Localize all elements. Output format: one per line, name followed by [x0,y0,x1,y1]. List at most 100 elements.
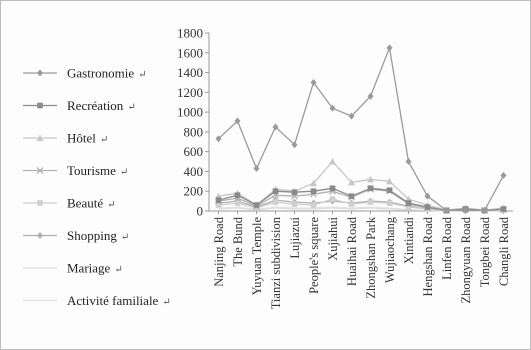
data-point-gastronomie [405,158,412,166]
y-tick-label: 200 [184,184,204,199]
data-point-gastronomie [291,141,298,149]
legend-item-beaute: Beauté ↵ [23,196,115,211]
x-tick-label-zhongshan-park: Zhongshan Park [364,216,378,298]
series-line-gastronomie [218,47,505,212]
data-point-beaute [310,202,317,208]
data-point-hotel [329,158,336,165]
y-axis: 0 200 400 600 800 1000 1200 1400 1600 1800 [177,26,210,219]
data-point-beaute [386,200,393,206]
y-tick-label: 1600 [177,45,203,60]
data-point-recreation [291,189,298,196]
y-tick-label: 400 [184,164,204,179]
data-point-beaute [272,199,279,205]
series-line-recreation [218,187,504,212]
y-tick-label: 600 [184,144,204,159]
legend-swatch-marker [36,167,44,174]
legend: Gastronomie ↵Recréation ↵Hôtel ↵Tourisme ↵Be… [23,66,171,308]
plot-area [215,44,507,215]
data-point-recreation [234,192,241,198]
legend-label-tourisme: Tourisme [67,163,116,178]
legend-return-mark: ↵ [127,102,135,113]
data-point-gastronomie [462,207,469,215]
x-tick-label-people-s-square: People's square [307,217,321,294]
data-point-beaute [291,201,298,207]
y-tick-label: 1800 [177,26,203,41]
data-point-recreation [405,200,412,206]
data-point-recreation [310,188,317,195]
data-point-recreation [386,187,393,194]
data-point-gastronomie [443,207,450,215]
data-point-gastronomie [329,104,336,112]
data-point-recreation [215,197,222,203]
x-tick-label-yuyuan-temple: Yuyuan Temple [250,217,264,296]
data-point-gastronomie [253,164,260,172]
y-tick-label: 800 [184,124,204,139]
legend-return-mark: ↵ [100,135,108,146]
y-tick-label: 1200 [177,85,203,100]
x-tick-label-huaihai-road: Huaihai Road [345,216,359,286]
data-point-gastronomie [424,192,431,200]
legend-item-shopping: Shopping ↵ [23,228,129,243]
legend-label-gastronomie: Gastronomie [67,66,134,81]
legend-return-mark: ↵ [162,297,170,308]
x-tick-label-xintiandi: Xintiandi [402,216,416,264]
x-tick-label-tianzi-subdivision: Tianzi subdivision [269,216,283,309]
x-tick-label-tongbei-road: Tongbei Road [478,216,492,287]
legend-swatch-marker [37,200,43,206]
x-tick-label-the-bund: The Bund [231,216,245,266]
x-tick-label-linfen-road: Linfen Road [440,216,454,280]
legend-item-gastronomie: Gastronomie ↵ [23,66,147,81]
data-point-gastronomie [348,112,355,120]
legend-label-shopping: Shopping [67,228,117,243]
data-point-gastronomie [215,135,222,143]
series-gastronomie [215,44,507,215]
series-line-hotel [218,160,504,211]
series-recreation [215,185,507,214]
legend-swatch-marker [37,69,43,77]
legend-return-mark: ↵ [114,265,122,276]
data-point-beaute [234,200,241,206]
data-point-recreation [329,185,336,192]
data-point-recreation [348,193,355,199]
legend-return-mark: ↵ [120,167,128,178]
legend-item-hotel: Hôtel ↵ [23,131,108,146]
legend-swatch-marker [37,102,43,109]
data-point-gastronomie [310,78,317,86]
data-point-gastronomie [481,207,488,215]
x-tick-label-nanjing-road: Nanjing Road [212,216,226,287]
data-point-hotel [386,177,393,185]
legend-label-hotel: Hôtel [67,131,96,146]
x-tick-label-lujiazui: Lujiazui [288,216,302,258]
y-tick-label: 1400 [177,65,203,80]
data-point-hotel [348,178,355,186]
data-point-recreation [272,188,279,195]
data-point-hotel [310,179,317,187]
legend-label-beaute: Beauté [67,196,103,211]
data-point-recreation [500,206,507,212]
data-point-recreation [367,185,374,192]
data-point-beaute [367,199,374,205]
x-tick-label-hengshan-road: Hengshan Road [421,216,435,296]
y-tick-label: 0 [197,204,204,219]
data-point-beaute [405,204,412,210]
legend-label-recreation: Recréation [67,98,124,113]
data-point-gastronomie [500,171,507,179]
legend-return-mark: ↵ [138,70,146,81]
data-point-beaute [215,202,222,208]
x-tick-label-wujiaochang: Wujiaochang [383,216,397,283]
legend-label-activite-familiale: Activité familiale [67,293,159,308]
legend-item-tourisme: Tourisme ↵ [23,163,128,178]
data-point-gastronomie [367,92,374,100]
legend-label-mariage: Mariage [67,261,111,276]
data-point-gastronomie [386,44,393,52]
legend-swatch-marker [37,232,43,239]
data-point-gastronomie [272,123,279,131]
legend-return-mark: ↵ [107,200,115,211]
data-point-recreation [253,202,260,208]
x-tick-label-xujiahui: Xujiahui [326,216,340,260]
x-tick-label-zhongyuan-road: Zhongyuan Road [459,216,473,303]
x-axis: Nanjing Road The Bund Yuyuan Temple Tianzi … [209,210,513,309]
x-tick-label-changli-road: Changli Road [497,216,511,286]
